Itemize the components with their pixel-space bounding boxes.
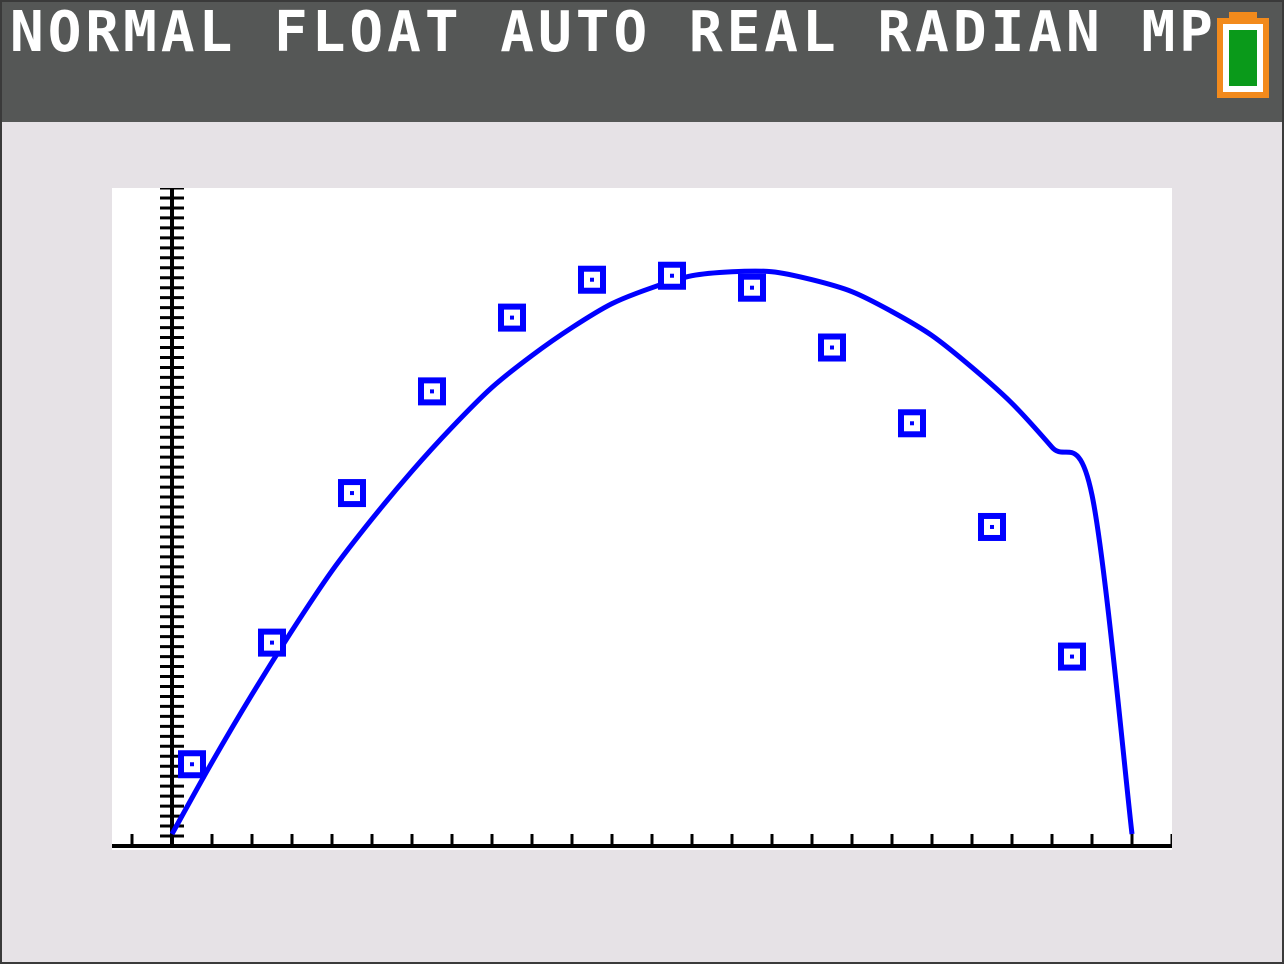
graph-area[interactable] <box>112 188 1172 850</box>
data-point-center <box>990 524 994 529</box>
battery-full-icon <box>1217 12 1269 98</box>
data-point-center <box>830 345 834 350</box>
data-point-center <box>670 273 674 278</box>
status-bar: NORMAL FLOAT AUTO REAL RADIAN MP <box>2 2 1282 122</box>
data-point-center <box>430 389 434 394</box>
regression-plot[interactable] <box>112 188 1172 850</box>
mode-status-text: NORMAL FLOAT AUTO REAL RADIAN MP <box>10 0 1217 65</box>
data-point-center <box>270 640 274 645</box>
regression-curve <box>169 268 1135 836</box>
data-point-center <box>350 491 354 496</box>
data-point-center <box>910 421 914 426</box>
data-point-center <box>510 315 514 320</box>
data-point-center <box>750 285 754 290</box>
data-point-center <box>1070 654 1074 659</box>
data-point-center <box>590 277 594 282</box>
data-point-center <box>190 762 194 767</box>
